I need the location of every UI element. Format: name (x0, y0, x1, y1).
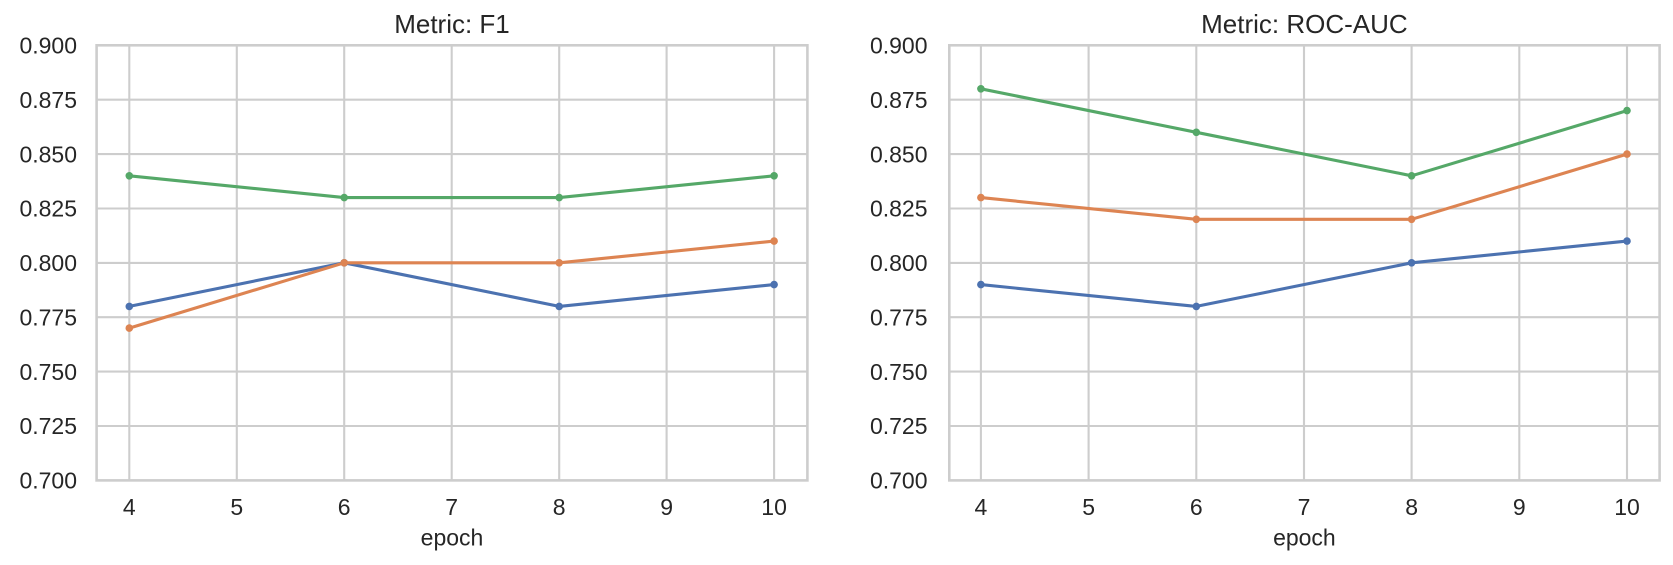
svg-text:7: 7 (445, 494, 458, 520)
svg-text:6: 6 (1190, 494, 1203, 520)
svg-text:epoch: epoch (421, 525, 484, 551)
svg-text:0.775: 0.775 (870, 304, 928, 330)
svg-text:0.850: 0.850 (19, 141, 77, 167)
svg-text:0.800: 0.800 (19, 250, 77, 276)
svg-text:epoch: epoch (1273, 525, 1336, 551)
svg-text:0.750: 0.750 (19, 359, 77, 385)
svg-text:4: 4 (975, 494, 988, 520)
svg-text:0.750: 0.750 (870, 359, 928, 385)
svg-text:0.900: 0.900 (19, 33, 77, 59)
svg-text:5: 5 (230, 494, 243, 520)
svg-text:0.700: 0.700 (870, 468, 928, 494)
svg-text:0.875: 0.875 (870, 87, 928, 113)
svg-text:Metric: F1: Metric: F1 (394, 9, 510, 39)
svg-text:8: 8 (553, 494, 566, 520)
svg-text:7: 7 (1298, 494, 1311, 520)
svg-text:9: 9 (1513, 494, 1526, 520)
svg-text:0.825: 0.825 (870, 196, 928, 222)
svg-text:0.900: 0.900 (870, 33, 928, 59)
svg-text:0.875: 0.875 (19, 87, 77, 113)
svg-text:0.700: 0.700 (19, 468, 77, 494)
svg-text:0.825: 0.825 (19, 196, 77, 222)
svg-text:0.800: 0.800 (870, 250, 928, 276)
svg-text:0.725: 0.725 (870, 413, 928, 439)
svg-text:0.775: 0.775 (19, 304, 77, 330)
svg-text:9: 9 (660, 494, 673, 520)
svg-text:0.850: 0.850 (870, 141, 928, 167)
svg-text:5: 5 (1082, 494, 1095, 520)
svg-text:10: 10 (761, 494, 787, 520)
svg-text:8: 8 (1405, 494, 1418, 520)
svg-text:10: 10 (1614, 494, 1640, 520)
svg-text:0.725: 0.725 (19, 413, 77, 439)
svg-text:6: 6 (338, 494, 351, 520)
svg-text:Metric: ROC-AUC: Metric: ROC-AUC (1201, 9, 1408, 39)
svg-text:4: 4 (123, 494, 136, 520)
